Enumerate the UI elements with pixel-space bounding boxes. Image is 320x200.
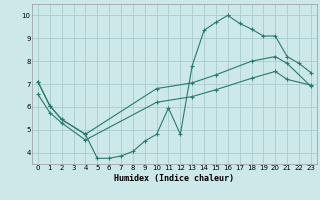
X-axis label: Humidex (Indice chaleur): Humidex (Indice chaleur) [115, 174, 234, 183]
